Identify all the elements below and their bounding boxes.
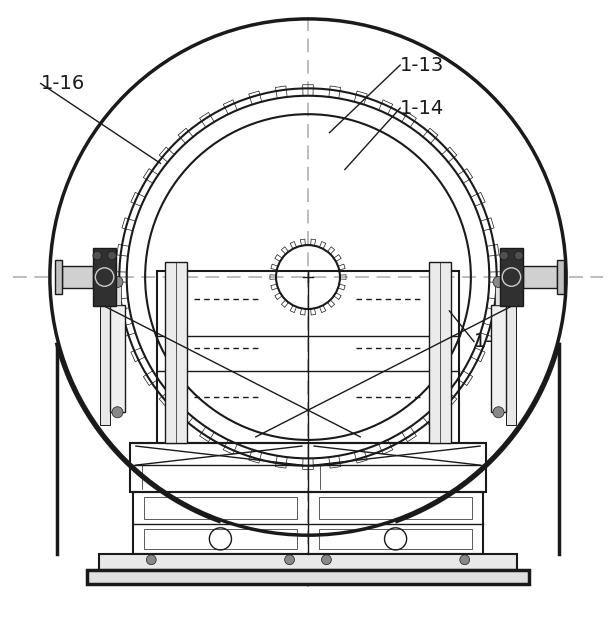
Bar	[319, 497, 472, 519]
Bar	[495, 283, 502, 305]
Text: 1-13: 1-13	[400, 56, 444, 75]
Circle shape	[493, 276, 504, 287]
Circle shape	[285, 555, 294, 565]
Bar	[100, 268, 110, 425]
Bar	[158, 271, 458, 443]
Circle shape	[112, 407, 123, 418]
Bar	[133, 492, 483, 553]
Bar	[87, 570, 529, 585]
Bar	[110, 305, 125, 412]
Circle shape	[147, 555, 156, 565]
Bar	[62, 266, 93, 288]
Bar	[557, 260, 564, 294]
Bar	[114, 283, 121, 305]
Bar	[99, 553, 517, 570]
Circle shape	[500, 251, 508, 260]
Circle shape	[493, 407, 504, 418]
Circle shape	[514, 251, 523, 260]
Circle shape	[93, 251, 102, 260]
Circle shape	[108, 251, 116, 260]
Bar	[144, 529, 297, 548]
Bar	[93, 248, 116, 306]
Bar	[130, 443, 486, 492]
Text: 1-15: 1-15	[474, 332, 518, 351]
Text: 1-16: 1-16	[41, 74, 85, 93]
Bar	[319, 529, 472, 548]
Bar	[429, 262, 451, 443]
Bar	[506, 268, 516, 425]
Bar	[55, 260, 62, 294]
Circle shape	[460, 555, 469, 565]
Circle shape	[112, 276, 123, 287]
Bar	[500, 248, 523, 306]
Bar	[165, 262, 187, 443]
Bar	[491, 305, 506, 412]
Circle shape	[322, 555, 331, 565]
Text: 1-14: 1-14	[400, 98, 444, 117]
Bar	[144, 497, 297, 519]
Bar	[523, 266, 557, 288]
